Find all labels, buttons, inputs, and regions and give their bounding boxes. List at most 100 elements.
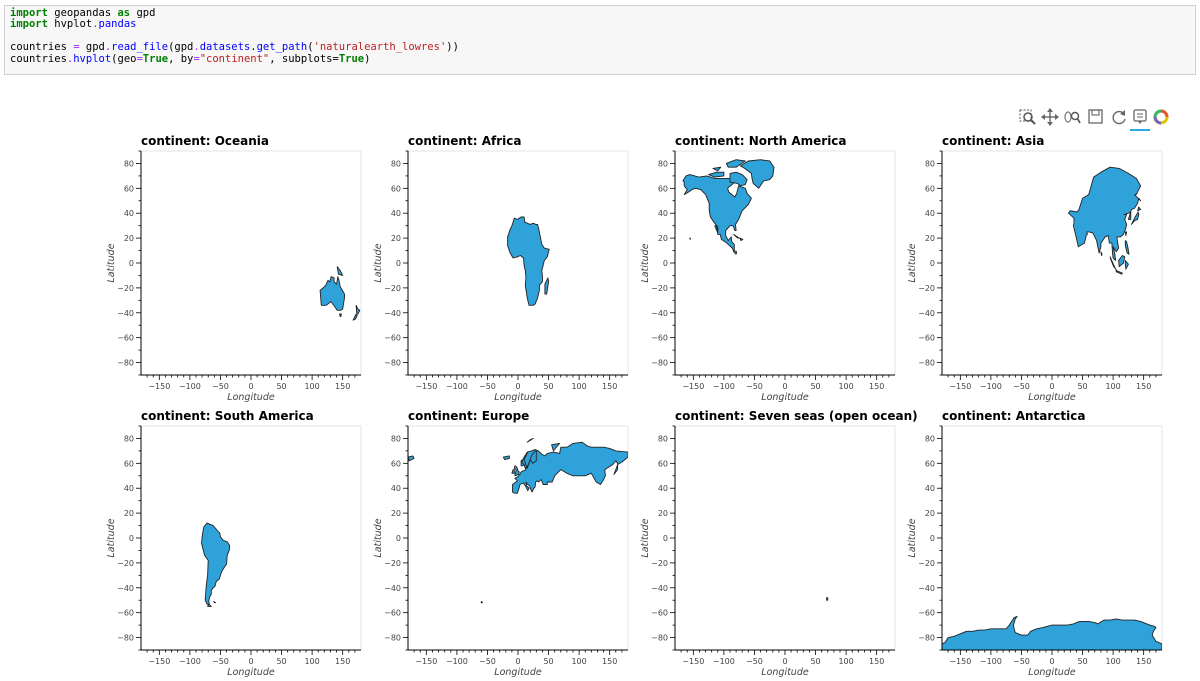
plot-area[interactable]: [941, 425, 1163, 651]
code-line: countries.hvplot(geo=True, by="continent…: [10, 53, 370, 65]
country-polygon[interactable]: [339, 313, 342, 317]
x-tick-label: 100: [571, 657, 586, 666]
x-tick-label: 150: [869, 382, 884, 391]
country-polygon[interactable]: [682, 174, 752, 255]
country-polygon[interactable]: [551, 442, 561, 452]
y-tick-label: 60: [925, 459, 935, 468]
plot-area[interactable]: [140, 425, 362, 651]
subplot[interactable]: continent: Antarctica −150 −100 −50 0 50 100 15…: [907, 409, 1163, 678]
x-tick-label: −150: [148, 382, 170, 391]
country-polygon[interactable]: [480, 601, 484, 604]
country-polygon[interactable]: [1068, 166, 1142, 261]
country-polygon[interactable]: [725, 159, 746, 168]
code-token: countries: [10, 41, 74, 54]
save-tool[interactable]: [1085, 106, 1107, 128]
country-polygon[interactable]: [336, 266, 344, 276]
subplot[interactable]: continent: Asia −150 −100 −50 0 50 100 150 80 60 4…: [907, 134, 1163, 403]
country-polygons: [1068, 166, 1142, 275]
country-polygon[interactable]: [708, 171, 725, 178]
code-token: hvplot: [73, 52, 112, 65]
country-polygon[interactable]: [1130, 211, 1140, 225]
code-token: .: [66, 52, 74, 65]
x-tick-label: 0: [782, 382, 787, 391]
y-tick-label: −80: [651, 634, 668, 643]
subplot[interactable]: continent: Oceania −150 −100 −50 0 50 100 150 80…: [106, 134, 362, 403]
country-polygon[interactable]: [511, 469, 515, 474]
y-tick-label: −80: [384, 634, 401, 643]
y-tick-label: 80: [658, 434, 668, 443]
y-tick-label: 40: [124, 484, 134, 493]
bokeh-logo[interactable]: [1150, 106, 1172, 128]
country-polygon[interactable]: [1124, 260, 1129, 270]
y-tick-label: 80: [658, 159, 668, 168]
hover-tool[interactable]: [1129, 106, 1151, 131]
x-tick-label: −150: [682, 657, 704, 666]
country-polygon[interactable]: [526, 437, 534, 443]
subplot[interactable]: continent: North America −150 −100 −50 0 50 10…: [640, 134, 896, 403]
code-cell[interactable]: import geopandas as gpd import hvplot.pa…: [4, 5, 1196, 75]
x-tick-label: 100: [838, 657, 853, 666]
box-zoom-tool[interactable]: [1016, 106, 1038, 128]
plot-area[interactable]: [140, 150, 362, 376]
country-polygon[interactable]: [942, 615, 1162, 650]
country-polygon[interactable]: [207, 603, 212, 607]
y-tick-label: −60: [117, 334, 134, 343]
plot-area[interactable]: [407, 150, 629, 376]
country-polygon[interactable]: [512, 441, 629, 494]
country-polygon[interactable]: [1100, 251, 1103, 256]
subplot[interactable]: continent: South America −150 −100 −50 0 50 10…: [106, 409, 362, 678]
country-polygon[interactable]: [1115, 270, 1123, 275]
country-polygon[interactable]: [502, 455, 510, 461]
country-polygon[interactable]: [213, 601, 217, 604]
x-tick-label: −100: [713, 382, 735, 391]
y-tick-label: 20: [658, 509, 668, 518]
pan-tool[interactable]: [1039, 106, 1061, 128]
country-polygon[interactable]: [729, 171, 748, 187]
subplot[interactable]: continent: Seven seas (open ocean) −150 −1…: [640, 409, 918, 678]
country-polygon[interactable]: [733, 233, 740, 239]
country-polygon[interactable]: [319, 276, 345, 311]
country-polygon[interactable]: [201, 522, 231, 606]
country-polygon[interactable]: [1137, 206, 1142, 212]
country-polygon[interactable]: [507, 216, 550, 306]
x-axis-title: Longitude: [761, 392, 809, 403]
subplot[interactable]: continent: Africa −150 −100 −50 0 50 100 150 80 6…: [373, 134, 629, 403]
country-polygon[interactable]: [352, 313, 358, 321]
subplot[interactable]: continent: Europe −150 −100 −50 0 50 100 150 80 6…: [373, 409, 629, 678]
country-polygon[interactable]: [826, 597, 829, 601]
y-tick-label: 0: [930, 534, 935, 543]
country-polygon[interactable]: [712, 166, 722, 172]
x-tick-label: −100: [980, 657, 1002, 666]
hover-icon: [1133, 109, 1147, 124]
country-polygon[interactable]: [1118, 255, 1126, 268]
country-polygon[interactable]: [689, 237, 691, 240]
y-tick-label: −40: [117, 584, 134, 593]
country-polygon[interactable]: [408, 455, 415, 462]
country-polygon[interactable]: [739, 159, 775, 189]
y-tick-label: −80: [651, 359, 668, 368]
country-polygon[interactable]: [513, 465, 520, 477]
y-tick-label: 60: [658, 459, 668, 468]
code-token: hvplot: [47, 18, 93, 31]
country-polygon[interactable]: [521, 450, 537, 469]
y-axis-title: Latitude: [907, 518, 918, 557]
wheel-zoom-tool[interactable]: [1062, 106, 1084, 128]
country-polygon[interactable]: [739, 237, 744, 242]
subplot-title: continent: Oceania: [141, 134, 269, 148]
plot-area[interactable]: [674, 425, 896, 651]
country-polygon[interactable]: [355, 304, 361, 315]
country-polygon[interactable]: [1109, 256, 1118, 271]
country-polygon[interactable]: [544, 277, 550, 295]
code-token: .: [193, 41, 200, 54]
reset-tool[interactable]: [1108, 106, 1130, 128]
country-polygon[interactable]: [1124, 231, 1128, 237]
code-token: =: [73, 41, 80, 54]
x-tick-label: −150: [682, 382, 704, 391]
box-zoom-icon: [1019, 109, 1036, 125]
y-tick-label: 0: [663, 259, 668, 268]
country-polygons: [826, 597, 829, 601]
code-token: =: [193, 52, 200, 65]
code-editor[interactable]: import geopandas as gpd import hvplot.pa…: [5, 6, 1195, 65]
country-polygon[interactable]: [1124, 240, 1130, 255]
